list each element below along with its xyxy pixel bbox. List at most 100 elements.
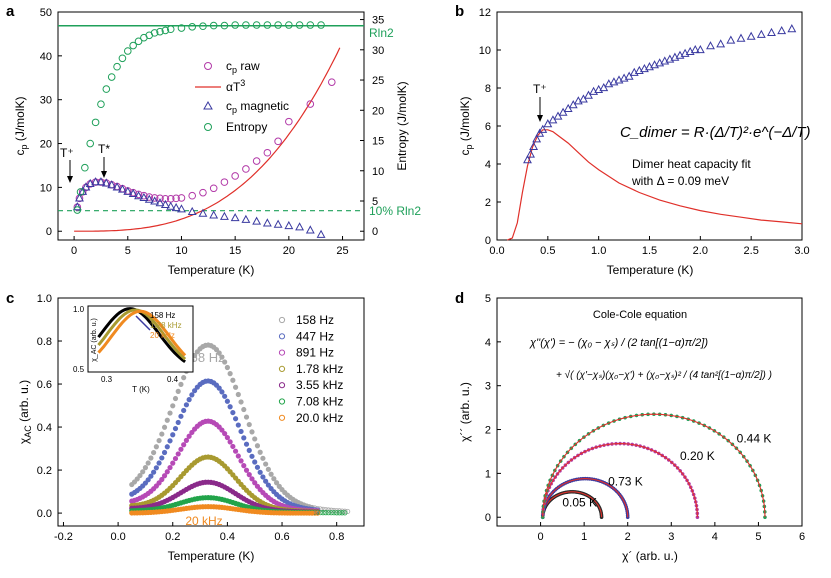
chi-point bbox=[263, 461, 269, 467]
chi-point bbox=[323, 510, 329, 516]
panel-c-y-label: χAC (arb. u.) bbox=[17, 380, 33, 444]
chi-point bbox=[219, 427, 225, 433]
entropy-point bbox=[113, 62, 121, 71]
cp-point-b bbox=[523, 155, 532, 164]
c-y-tick-label-4: 0.8 bbox=[37, 336, 52, 348]
chi-point bbox=[230, 443, 236, 450]
panel-c: c -0.2 0.0 0.2 0.4 0.6 0.8 0.00.20.40.60.81.0… bbox=[6, 290, 365, 563]
chi-point bbox=[153, 465, 159, 471]
a-y-tick-label-4: 40 bbox=[40, 51, 52, 63]
magnetic-point bbox=[295, 222, 305, 231]
d-y-tick-label-0: 0 bbox=[485, 512, 491, 524]
chi-point bbox=[159, 455, 165, 461]
a-y-tick-label-0: 0 bbox=[46, 226, 52, 238]
chi-point bbox=[142, 480, 149, 486]
chi-point bbox=[222, 359, 228, 365]
c-x-tick-label-5: 0.8 bbox=[329, 531, 344, 543]
chi-point bbox=[235, 391, 241, 398]
chi-point bbox=[164, 417, 170, 423]
inset-frame bbox=[87, 305, 194, 373]
magnetic-point bbox=[155, 198, 165, 207]
entropy-point bbox=[118, 54, 127, 63]
panel-c-x-ticks: -0.2 0.0 0.2 0.4 0.6 0.8 bbox=[54, 522, 344, 543]
chi-point bbox=[161, 424, 168, 430]
chi-point bbox=[181, 442, 187, 448]
rln2-label: Rln2 bbox=[369, 26, 394, 40]
entropy-point bbox=[177, 24, 186, 32]
entropy-point bbox=[231, 21, 239, 29]
c-y-tick-label-3: 0.6 bbox=[37, 379, 52, 391]
raw-point bbox=[231, 172, 239, 180]
temp-label-2: 0.20 K bbox=[680, 449, 715, 463]
chi-point bbox=[156, 460, 162, 466]
raw-point bbox=[252, 157, 261, 165]
dimer-fit-curve bbox=[506, 129, 803, 241]
legend-entropy-marker bbox=[204, 123, 212, 131]
chi-point bbox=[257, 449, 263, 455]
chi-point bbox=[232, 448, 239, 454]
chi-point bbox=[273, 480, 280, 486]
chi-point bbox=[148, 473, 154, 479]
legend-magnetic-label: cp magnetic bbox=[226, 99, 289, 115]
chi-point bbox=[241, 463, 247, 469]
d-x-tick-label-2: 2 bbox=[625, 531, 631, 543]
entropy-point bbox=[81, 163, 89, 172]
chi-point bbox=[159, 431, 165, 437]
panel-b-x-ticks: 0.0 0.5 1.0 1.5 2.0 2.5 3.0 bbox=[489, 236, 810, 257]
rln2-10pct-label: 10% Rln2 bbox=[369, 204, 421, 218]
legend-marker-6 bbox=[278, 414, 286, 421]
legend-magnetic-marker bbox=[203, 100, 213, 110]
entropy-point bbox=[76, 188, 85, 196]
panel-d: d 0 1 2 3 4 5 6 0 1 2 3 4 5 χ´ (arb. u.) χ´´ (arb. … bbox=[455, 290, 805, 563]
chi-point bbox=[213, 347, 220, 353]
d-x-tick-label-3: 3 bbox=[668, 531, 674, 543]
chi-point bbox=[320, 510, 326, 516]
c-x-tick-label-2: 0.2 bbox=[165, 531, 180, 543]
chi-point bbox=[260, 474, 266, 480]
d-y-tick-label-4: 4 bbox=[485, 337, 491, 349]
a-y2-tick-label-0: 0 bbox=[372, 226, 378, 238]
a-y-tick-label-2: 20 bbox=[40, 139, 52, 151]
chi-point bbox=[161, 473, 168, 479]
cp-point-b bbox=[706, 41, 715, 50]
magnetic-point bbox=[144, 194, 154, 203]
chi-point bbox=[167, 464, 173, 471]
panel-c-inset: 0.3 0.4 0.5 1.0 T (K) χ_AC (arb. u.) 158… bbox=[73, 305, 194, 394]
d-x-tick-label-4: 4 bbox=[712, 531, 718, 543]
label-20khz: 20 kHz bbox=[185, 514, 222, 528]
magnetic-point bbox=[316, 229, 326, 238]
chi-point bbox=[232, 416, 239, 422]
chi-point bbox=[235, 478, 241, 484]
entropy-point bbox=[263, 21, 272, 29]
a-x-tick-label-0: 0 bbox=[71, 245, 77, 257]
magnetic-point bbox=[305, 225, 315, 234]
b-y-tick-label-5: 10 bbox=[479, 45, 491, 57]
a-x-tick-label-5: 25 bbox=[336, 245, 348, 257]
raw-point bbox=[161, 194, 170, 203]
inset-xtick-2: 0.4 bbox=[167, 375, 179, 384]
magnetic-point bbox=[166, 201, 176, 210]
chi-point bbox=[271, 476, 277, 482]
magnetic-point bbox=[96, 177, 106, 186]
legend-raw-label: cp raw bbox=[226, 59, 260, 75]
chi-point bbox=[216, 385, 222, 391]
chi-point bbox=[170, 460, 176, 466]
cp-point-b bbox=[736, 33, 746, 42]
magnetic-point bbox=[112, 182, 122, 191]
chi-point bbox=[134, 476, 140, 482]
cole-cole-fit-3 bbox=[542, 413, 766, 518]
magnetic-point bbox=[128, 188, 138, 198]
entropy-point bbox=[220, 21, 229, 30]
cole-cole-title: Cole-Cole equation bbox=[593, 309, 687, 321]
panel-b: b 0.0 0.5 1.0 1.5 2.0 2.5 3.0 0 2 4 6 8 10 12 Temper… bbox=[455, 3, 811, 277]
magnetic-point bbox=[72, 202, 82, 211]
chi-point bbox=[219, 389, 225, 395]
panel-c-frame bbox=[57, 297, 365, 527]
b-x-tick-label-0: 0.0 bbox=[489, 245, 504, 257]
chi-point bbox=[224, 398, 230, 404]
magnetic-point bbox=[284, 220, 294, 230]
raw-point bbox=[220, 178, 229, 186]
chi-point bbox=[164, 444, 170, 450]
chi-point bbox=[254, 464, 261, 470]
